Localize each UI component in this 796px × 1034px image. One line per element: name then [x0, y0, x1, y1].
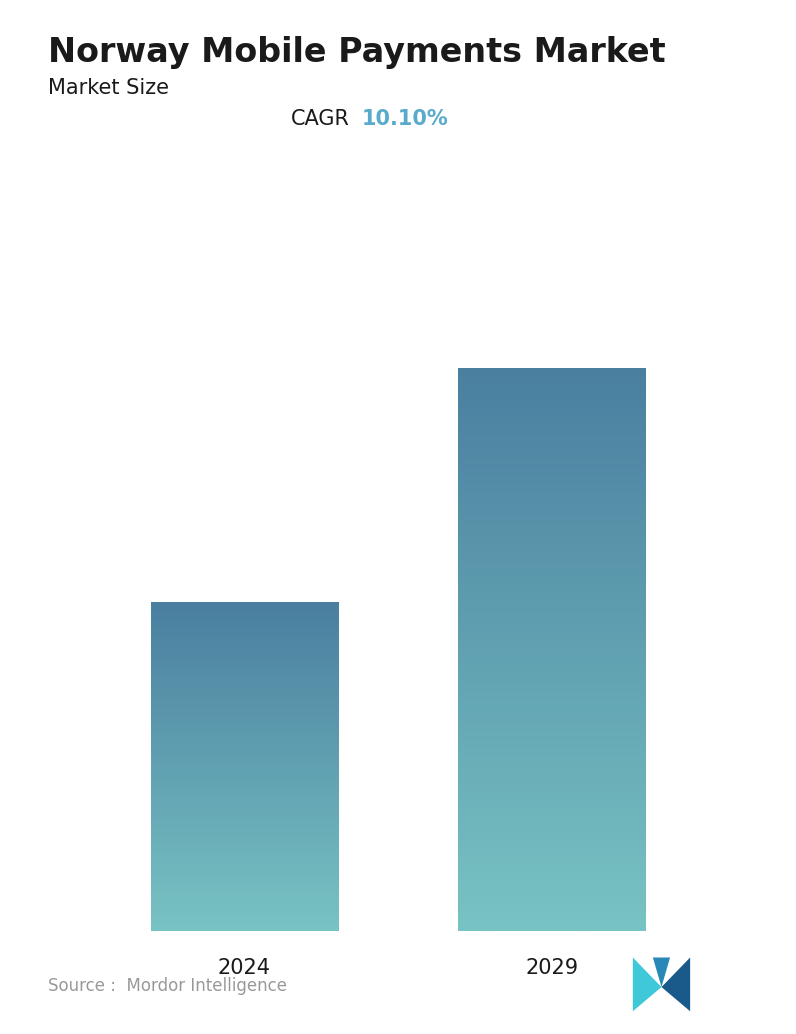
Text: 10.10%: 10.10% — [362, 109, 449, 128]
Text: Norway Mobile Payments Market: Norway Mobile Payments Market — [48, 36, 665, 69]
Text: Market Size: Market Size — [48, 78, 169, 97]
Text: Source :  Mordor Intelligence: Source : Mordor Intelligence — [48, 977, 287, 995]
Text: 2029: 2029 — [525, 957, 579, 978]
Text: CAGR: CAGR — [291, 109, 350, 128]
Text: 2024: 2024 — [218, 957, 271, 978]
